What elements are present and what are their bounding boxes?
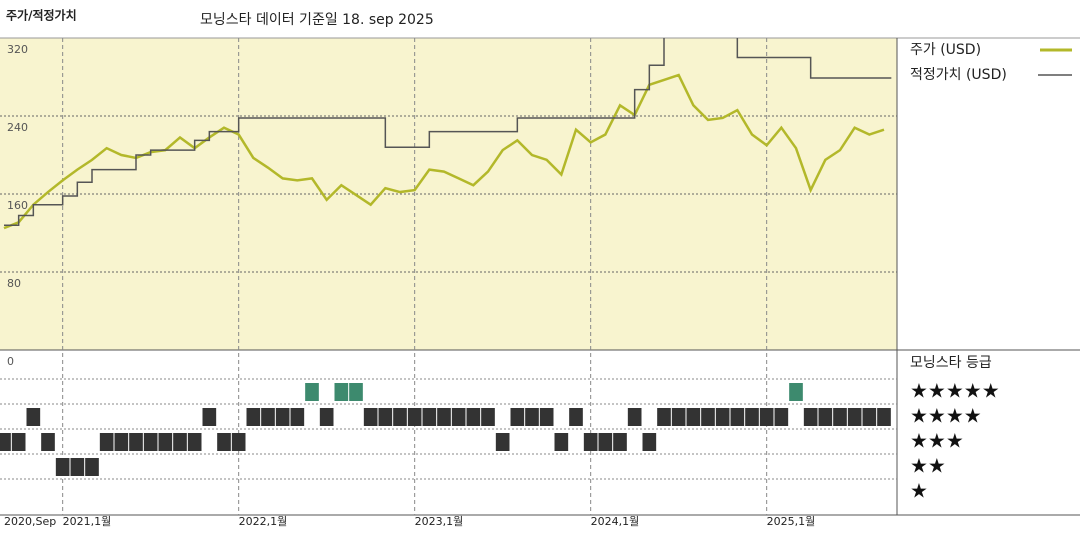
rating-bar: [745, 408, 759, 426]
rating-bar: [422, 408, 437, 426]
rating-bar: [363, 408, 378, 426]
rating-bar: [173, 433, 187, 451]
rating-bar: [55, 458, 70, 476]
x-tick-label: 2023,1월: [415, 515, 464, 528]
rating-bar: [627, 408, 642, 426]
rating-bar: [510, 408, 525, 426]
rating-bar: [85, 458, 99, 476]
rating-bar: [525, 408, 539, 426]
y-tick-label: 320: [7, 43, 28, 56]
plot-lines: [3, 38, 892, 230]
rating-bar: [202, 408, 217, 426]
rating-bar: [715, 408, 730, 426]
rating-bar: [378, 408, 393, 426]
rating-bar: [349, 383, 363, 401]
rating-legend: ★★★: [910, 429, 964, 453]
rating-bar: [598, 433, 613, 451]
chart-subtitle: 모닝스타 데이터 기준일 18. sep 2025: [200, 12, 434, 28]
rating-bar: [26, 408, 41, 426]
rating-bar: [481, 408, 495, 426]
x-tick-label: 2020,Sep: [4, 515, 56, 528]
x-tick-label: 2022,1월: [239, 515, 288, 528]
rating-legend: ★★: [910, 454, 946, 478]
rating-bar: [774, 408, 789, 426]
rating-bar: [187, 433, 202, 451]
rating-bar: [275, 408, 290, 426]
rating-bar: [657, 408, 671, 426]
rating-bar: [99, 433, 114, 451]
rating-bar: [730, 408, 745, 426]
rating-bar: [569, 408, 583, 426]
rating-bar: [41, 433, 55, 451]
rating-bar: [319, 408, 334, 426]
rating-bar: [11, 433, 26, 451]
rating-bar: [554, 433, 569, 451]
rating-bar: [583, 433, 598, 451]
rating-legend: ★★★★: [910, 404, 982, 428]
rating-bar: [407, 408, 422, 426]
rating-bar: [261, 408, 275, 426]
x-tick-label: 2025,1월: [767, 515, 816, 528]
rating-legend: ★: [910, 479, 928, 503]
rating-bar: [818, 408, 833, 426]
rating-bar: [539, 408, 554, 426]
rating-bar: [143, 433, 158, 451]
rating-bar: [334, 383, 349, 401]
rating-bar: [246, 408, 261, 426]
rating-bar: [495, 433, 510, 451]
rating-bar: [451, 408, 466, 426]
rating-bar: [393, 408, 407, 426]
legend-label: 적정가치 (USD): [910, 67, 1007, 83]
x-tick-label: 2024,1월: [591, 515, 640, 528]
rating-bar: [437, 408, 451, 426]
rating-bar: [759, 408, 774, 426]
rating-bar: [877, 408, 891, 426]
rating-bar: [0, 433, 11, 451]
rating-bar: [129, 433, 143, 451]
rating-bar: [290, 408, 305, 426]
rating-bar: [862, 408, 877, 426]
rating-bar: [114, 433, 129, 451]
rating-bar: [847, 408, 862, 426]
series-line: [4, 38, 892, 226]
rating-bar: [466, 408, 481, 426]
rating-bar: [70, 458, 85, 476]
chart-title: 주가/적정가치: [6, 8, 77, 23]
rating-bar: [231, 433, 246, 451]
rating-bar: [217, 433, 231, 451]
rating-legend: ★★★★★: [910, 379, 1000, 403]
rating-bar: [701, 408, 715, 426]
rating-bar: [789, 383, 803, 401]
y-tick-label: 160: [7, 199, 28, 212]
rating-bar: [642, 433, 657, 451]
y-tick-label: 80: [7, 277, 21, 290]
rating-bar: [803, 408, 818, 426]
rating-bar: [305, 383, 319, 401]
rating-bar: [158, 433, 173, 451]
rating-bar: [833, 408, 847, 426]
y-tick-label: 240: [7, 121, 28, 134]
rating-title: 모닝스타 등급: [910, 355, 992, 371]
legend-label: 주가 (USD): [910, 42, 981, 58]
y-tick-label: 0: [7, 355, 14, 368]
rating-bar: [686, 408, 701, 426]
rating-bar: [613, 433, 627, 451]
rating-bar: [671, 408, 686, 426]
x-tick-label: 2021,1월: [63, 515, 112, 528]
